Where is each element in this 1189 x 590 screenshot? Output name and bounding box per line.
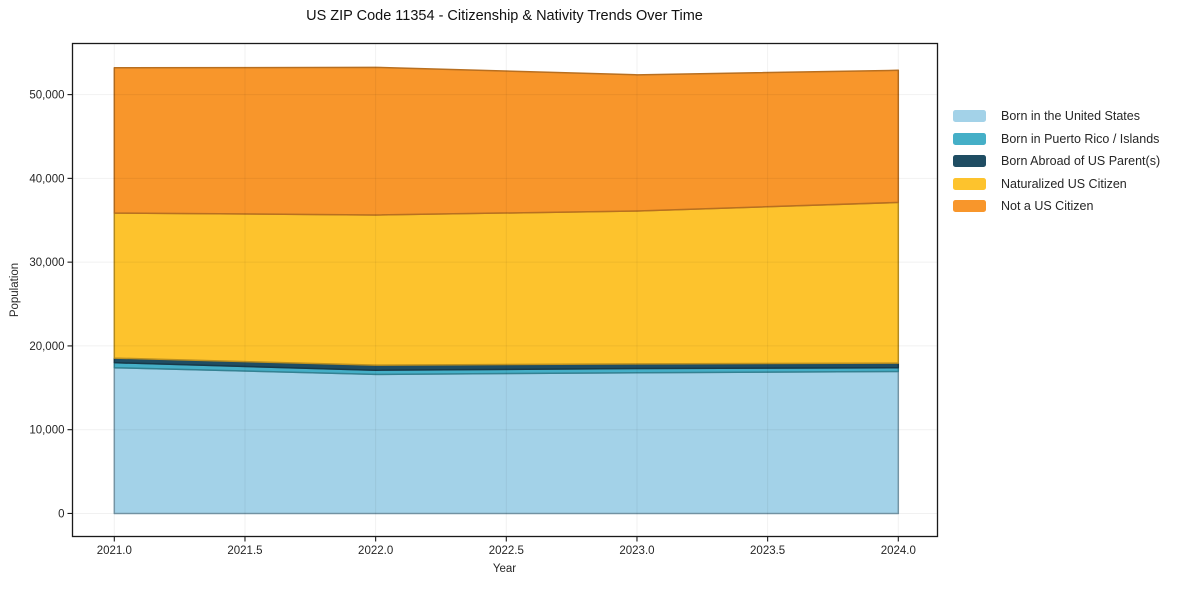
legend-label: Born Abroad of US Parent(s) [1001,154,1161,169]
legend: Born in the United States Born in Puerto … [953,105,1160,218]
x-tick-label: 2024.0 [881,545,916,557]
y-tick-label: 30,000 [29,257,64,269]
x-tick-label: 2021.5 [227,545,262,557]
y-tick-label: 0 [58,508,64,520]
legend-swatch [953,110,986,123]
legend-item: Born in Puerto Rico / Islands [953,128,1160,151]
y-tick-label: 50,000 [29,90,64,102]
legend-label: Naturalized US Citizen [1001,176,1127,191]
y-tick-label: 10,000 [29,425,64,437]
area-band-4 [113,66,900,216]
y-tick-label: 20,000 [29,341,64,353]
x-axis-label: Year [492,563,517,575]
legend-item: Born Abroad of US Parent(s) [953,150,1160,173]
plot-border [71,42,939,538]
legend-item: Not a US Citizen [953,195,1160,218]
x-tick-label: 2021.0 [97,545,132,557]
legend-label: Born in Puerto Rico / Islands [1001,131,1160,146]
legend-swatch [953,177,986,190]
y-axis-label: Population [9,262,21,318]
y-tick-label: 40,000 [29,173,64,185]
x-tick-label: 2022.0 [358,545,393,557]
legend-label: Not a US Citizen [1001,199,1094,214]
x-tick-label: 2023.5 [750,545,785,557]
x-tick-label: 2023.0 [619,545,654,557]
legend-swatch [953,155,986,168]
legend-label: Born in the United States [1001,109,1140,124]
legend-item: Born in the United States [953,105,1160,128]
legend-item: Naturalized US Citizen [953,173,1160,196]
chart-title: US ZIP Code 11354 - Citizenship & Nativi… [306,8,703,24]
x-tick-label: 2022.5 [489,545,524,557]
legend-swatch [953,132,986,145]
legend-swatch [953,200,986,213]
